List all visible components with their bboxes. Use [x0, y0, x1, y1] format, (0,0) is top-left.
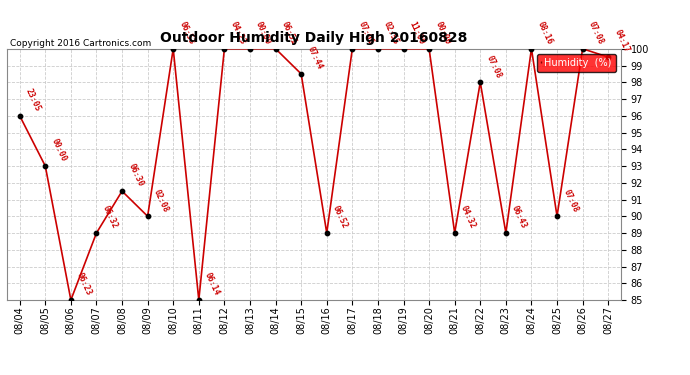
Point [424, 46, 435, 52]
Text: 00:00: 00:00 [254, 20, 273, 46]
Point [449, 230, 460, 236]
Text: 06:51: 06:51 [279, 20, 298, 46]
Text: 06:14: 06:14 [203, 272, 221, 297]
Point [526, 46, 537, 52]
Point [270, 46, 281, 52]
Point [500, 230, 511, 236]
Point [551, 213, 562, 219]
Point [168, 46, 179, 52]
Text: 07:08: 07:08 [561, 188, 580, 213]
Text: 04:17: 04:17 [612, 28, 631, 54]
Text: 04:32: 04:32 [459, 204, 477, 230]
Point [219, 46, 230, 52]
Text: Copyright 2016 Cartronics.com: Copyright 2016 Cartronics.com [10, 39, 152, 48]
Point [14, 113, 26, 119]
Point [577, 46, 588, 52]
Point [347, 46, 358, 52]
Text: 06:43: 06:43 [510, 204, 529, 230]
Point [475, 79, 486, 85]
Title: Outdoor Humidity Daily High 20160828: Outdoor Humidity Daily High 20160828 [160, 31, 468, 45]
Text: 07:06: 07:06 [357, 20, 375, 46]
Point [142, 213, 153, 219]
Text: 07:08: 07:08 [586, 20, 605, 46]
Point [398, 46, 409, 52]
Text: 04:23: 04:23 [228, 20, 247, 46]
Text: 06:53: 06:53 [177, 20, 196, 46]
Text: 06:32: 06:32 [101, 204, 119, 230]
Point [373, 46, 384, 52]
Text: 02:08: 02:08 [152, 188, 170, 213]
Text: 07:44: 07:44 [305, 45, 324, 71]
Text: 08:16: 08:16 [535, 20, 554, 46]
Text: 07:08: 07:08 [484, 54, 503, 80]
Text: 00:00: 00:00 [433, 20, 452, 46]
Point [66, 297, 77, 303]
Text: 00:00: 00:00 [50, 137, 68, 163]
Point [117, 188, 128, 194]
Point [295, 71, 306, 77]
Text: 02:55: 02:55 [382, 20, 400, 46]
Text: 06:30: 06:30 [126, 162, 145, 188]
Point [91, 230, 102, 236]
Point [193, 297, 204, 303]
Point [244, 46, 255, 52]
Point [602, 54, 613, 60]
Text: 11:00: 11:00 [408, 20, 426, 46]
Point [322, 230, 333, 236]
Text: 06:52: 06:52 [331, 204, 349, 230]
Point [40, 163, 51, 169]
Legend: Humidity  (%): Humidity (%) [538, 54, 615, 72]
Text: 06:23: 06:23 [75, 272, 93, 297]
Text: 23:05: 23:05 [24, 87, 42, 113]
